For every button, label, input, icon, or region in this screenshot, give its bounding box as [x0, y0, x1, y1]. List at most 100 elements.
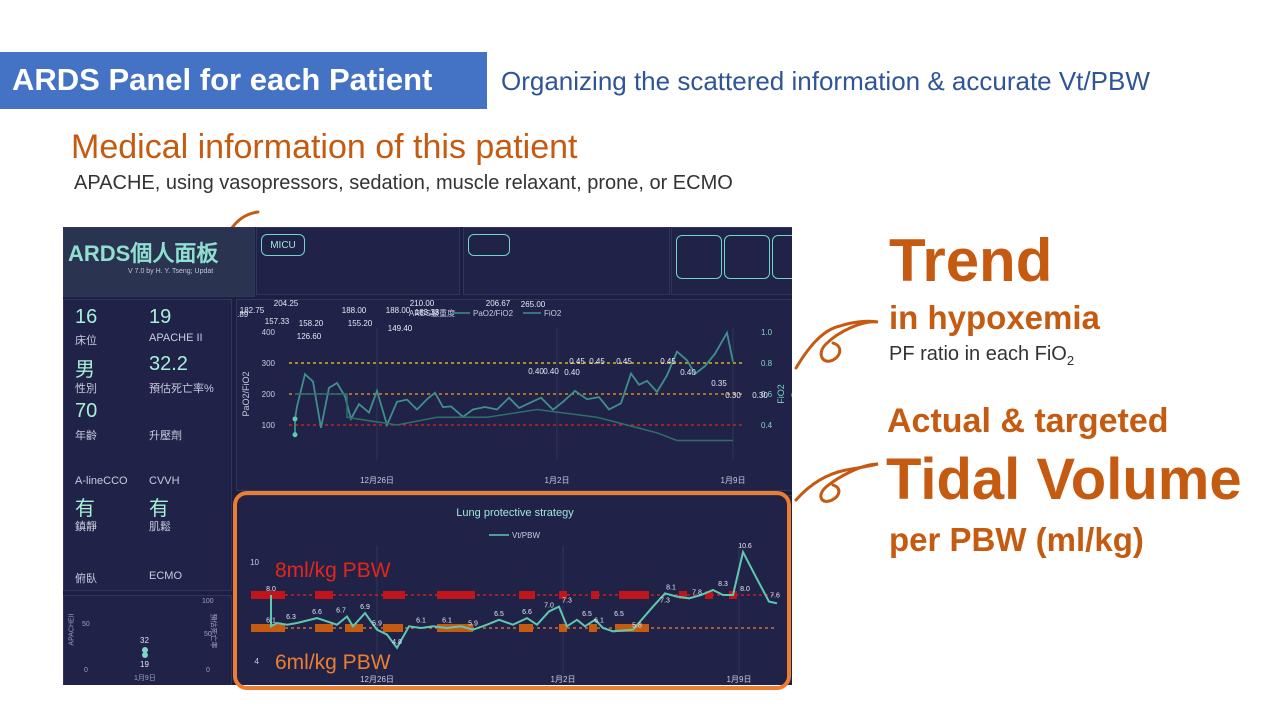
target-6-bar — [315, 624, 333, 632]
mortality-label: 預估死亡率% — [149, 383, 214, 395]
trend-scribble — [794, 319, 879, 370]
unit-chip[interactable]: MICU — [261, 234, 305, 256]
vt-data-label: 8.1 — [666, 584, 676, 591]
target-6ml-label: 6ml/kg PBW — [275, 651, 391, 674]
vt-data-label: 7.6 — [770, 593, 780, 600]
target-8-bar — [519, 591, 535, 599]
actual-targeted-heading: Actual & targeted — [887, 402, 1169, 440]
fio2-data-label: 0.40 — [564, 368, 580, 377]
pf-ratio-chart: ARDS嚴重度 PaO2/FiO2 FiO2 400 300 200 100 1.0 0.8 0.… — [119, 262, 792, 485]
fio2-data-label: 0.45 — [660, 357, 676, 366]
x-tick: 12月26日 — [360, 675, 394, 684]
target-6-bar — [589, 624, 597, 632]
y2-tick: 1.0 — [761, 328, 773, 337]
vt-data-label: 8.0 — [266, 586, 276, 593]
pf-data-label: 126.60 — [297, 332, 322, 341]
chart-title: ARDS嚴重度 — [409, 308, 455, 318]
apache-label: APACHE II — [149, 332, 203, 344]
mini-left-tick: 0 — [84, 667, 88, 674]
status-chip[interactable] — [468, 234, 510, 256]
medical-info-description: APACHE, using vasopressors, sedation, mu… — [74, 172, 733, 194]
pf-data-label: 158.20 — [299, 319, 324, 328]
x-tick: 1月9日 — [727, 675, 752, 684]
version-text: V 7.0 by H. Y. Tseng; Updat — [128, 268, 214, 275]
mini-value-apache: 19 — [140, 660, 149, 669]
tidal-scribble — [794, 462, 879, 503]
fio2-data-label: 0.45 — [616, 357, 632, 366]
vt-data-label: 6.5 — [582, 611, 592, 618]
pf-data-label: 204.25 — [274, 300, 299, 308]
pf-data-label: 206.67 — [486, 300, 511, 308]
legend-pf: PaO2/FiO2 — [473, 309, 514, 318]
slide-title: ARDS Panel for each Patient — [12, 62, 433, 97]
bed-label: 床位 — [75, 335, 97, 347]
y2-tick: 0.4 — [761, 421, 773, 430]
vt-data-label: 4.8 — [392, 639, 402, 646]
y-tick: 200 — [262, 390, 276, 399]
y2-tick: 0.8 — [761, 359, 773, 368]
vt-data-label: 8.3 — [718, 581, 728, 588]
mini-y-left-label: APACHEII — [68, 613, 76, 646]
x-tick: 1月2日 — [545, 476, 570, 485]
relaxant-value: 有 — [149, 498, 169, 520]
y-tick: 4 — [255, 657, 260, 666]
legend-fio2: FiO2 — [544, 309, 562, 318]
control-chip-2[interactable] — [724, 235, 770, 279]
fio2-data-label: 0.30 — [725, 391, 741, 400]
target-8-bar — [383, 591, 405, 599]
mini-left-tick: 50 — [82, 621, 90, 628]
target-6-bar — [345, 624, 363, 632]
lung-protective-highlight — [233, 491, 791, 690]
target-6-bar — [383, 624, 403, 632]
apache-mini-chart: APACHEII 預估死亡率 50 0 100 50 0 32 19 1月9日 — [63, 595, 232, 685]
pf-data-label: 174.89 — [237, 310, 249, 319]
control-chip-3[interactable] — [772, 235, 792, 279]
fio2-series-line — [295, 393, 733, 442]
slide-subtitle: Organizing the scattered information & a… — [501, 66, 1150, 96]
bed-value: 16 — [75, 306, 98, 328]
target-6-bar — [519, 624, 533, 632]
target-8-bar — [705, 591, 713, 599]
apache-value: 19 — [149, 306, 172, 328]
hypoxemia-subheading: in hypoxemia — [889, 299, 1100, 336]
pf-point — [292, 432, 298, 438]
sex-label: 性別 — [75, 383, 97, 395]
y-tick: 400 — [262, 328, 276, 337]
vt-data-label: 6.5 — [614, 611, 624, 618]
x-tick: 1月9日 — [721, 476, 746, 485]
vt-data-label: 10.6 — [738, 543, 752, 550]
target-8-bar — [591, 591, 599, 599]
pf-data-label: 188.00 — [386, 306, 411, 315]
vt-data-label: 7.0 — [544, 603, 554, 610]
sedation-value: 有 — [75, 498, 95, 520]
vt-data-label: 6.1 — [266, 617, 276, 624]
pf-data-label: 188.00 — [342, 306, 367, 315]
patient-info-panel: 16 床位 19 APACHE II 男 性別 32.2 預估死亡率% 70 年… — [63, 299, 232, 591]
age-value: 70 — [75, 400, 98, 422]
app-title: ARDS個人面板 — [68, 241, 219, 266]
vt-data-label: 6.6 — [312, 609, 322, 616]
target-8-bar — [619, 591, 649, 599]
unit-panel: MICU — [256, 227, 460, 295]
fio2-data-label: 0.40 — [543, 367, 559, 376]
vt-data-label: 6.1 — [594, 617, 604, 624]
control-chip-1[interactable] — [676, 235, 722, 279]
target-8-bar — [315, 591, 333, 599]
pf-ratio-panel: ARDS嚴重度 PaO2/FiO2 FiO2 400 300 200 100 1.0 0.8 0.… — [119, 262, 792, 491]
ecmo-label: ECMO — [149, 570, 182, 582]
title-banner — [0, 52, 487, 109]
target-6-bar — [559, 624, 567, 632]
mini-point-mortality — [142, 647, 148, 653]
fio2-data-label: 0.30 — [791, 391, 792, 400]
pf-data-label: 210.00 — [410, 300, 435, 308]
vt-data-label: 6.1 — [442, 617, 452, 624]
y-tick: 300 — [262, 359, 276, 368]
ards-dashboard: ARDS個人面板 V 7.0 by H. Y. Tseng; Updat MIC… — [63, 227, 792, 685]
per-pbw-heading: per PBW (ml/kg) — [889, 521, 1144, 558]
vt-data-label: 5.9 — [372, 621, 382, 628]
vt-data-label: 7.3 — [660, 598, 670, 605]
trend-heading: Trend — [889, 227, 1053, 294]
vt-series-line — [270, 549, 778, 650]
target-8-bar — [559, 591, 567, 599]
target-8-bar — [251, 591, 285, 599]
